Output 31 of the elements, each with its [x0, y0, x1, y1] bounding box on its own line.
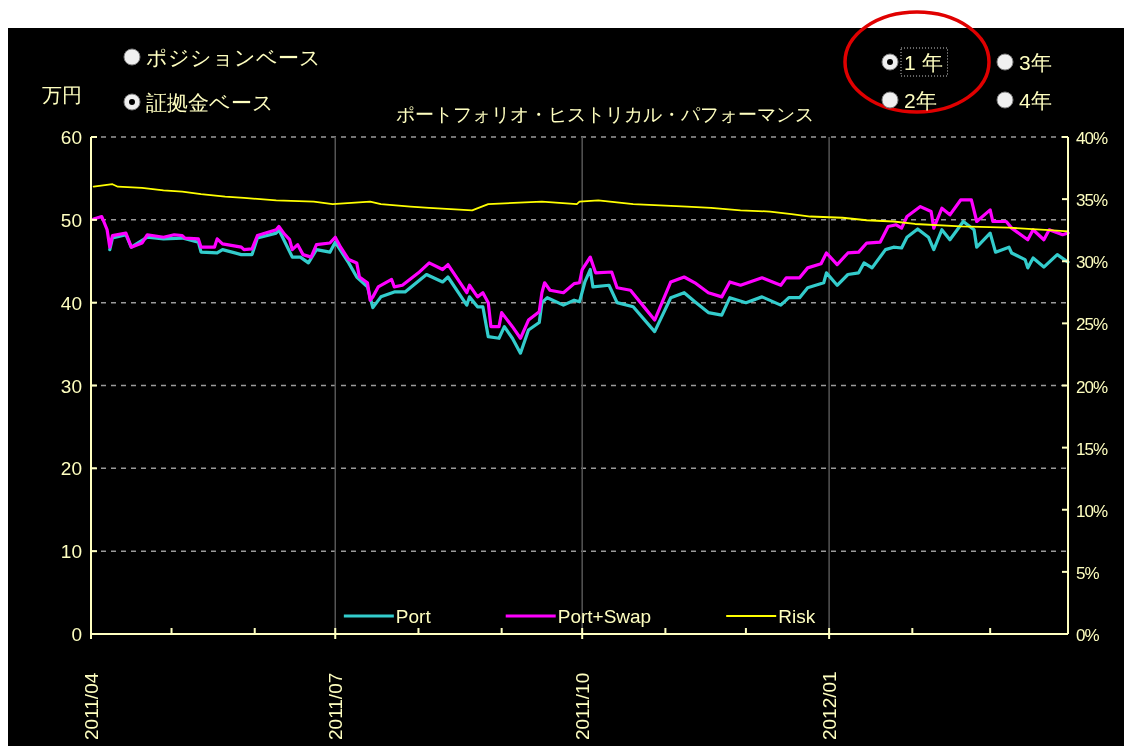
- y2-tick-label: 35%: [1076, 191, 1108, 211]
- y-tick-label: 10: [60, 541, 82, 563]
- text: 2年: [904, 89, 937, 112]
- chart-title: ポートフォリオ・ヒストリカル・パフォーマンス: [396, 104, 814, 125]
- text: 4年: [1019, 89, 1052, 112]
- text: 3年: [1019, 51, 1052, 74]
- y2-tick-label: 15%: [1076, 439, 1108, 459]
- y-axis-title: 万円: [42, 84, 82, 106]
- legend-label: Port: [395, 606, 432, 627]
- y-tick-label: 0: [71, 624, 82, 645]
- text: 証拠金ベース: [146, 91, 274, 114]
- text: 1 年: [904, 51, 943, 74]
- y2-tick-label: 20%: [1076, 377, 1108, 397]
- y2-tick-label: 25%: [1076, 315, 1108, 335]
- y-tick-label: 40: [60, 292, 82, 314]
- x-tick-label: 2012/01: [818, 671, 840, 740]
- y-tick-label: 50: [60, 209, 82, 231]
- x-tick-label: 2011/04: [80, 672, 102, 740]
- y-tick-label: 20: [60, 458, 82, 480]
- legend-label: Port+Swap: [557, 606, 652, 627]
- x-tick-label: 2011/10: [571, 672, 593, 740]
- y2-tick-label: 30%: [1076, 253, 1108, 273]
- y-tick-label: 60: [60, 127, 82, 148]
- y2-tick-label: 5%: [1076, 563, 1100, 583]
- text: ポジションベース: [146, 46, 321, 69]
- y-tick-label: 30: [60, 375, 82, 397]
- y2-tick-label: 40%: [1076, 129, 1108, 148]
- y2-tick-label: 10%: [1076, 501, 1108, 521]
- legend-label: Risk: [778, 606, 816, 627]
- y2-tick-label: 0%: [1076, 626, 1100, 645]
- x-tick-label: 2011/07: [324, 672, 346, 740]
